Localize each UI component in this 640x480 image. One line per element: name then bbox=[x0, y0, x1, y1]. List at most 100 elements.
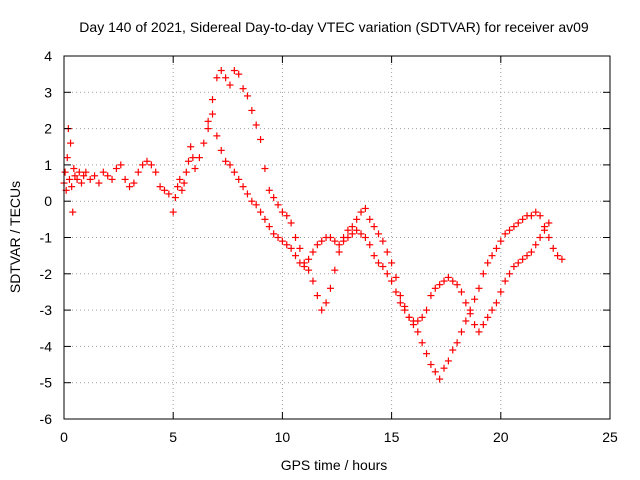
data-point bbox=[248, 106, 256, 114]
data-point bbox=[68, 183, 76, 191]
data-point bbox=[440, 277, 448, 285]
y-tick-label: -2 bbox=[40, 266, 53, 282]
data-point bbox=[117, 161, 125, 169]
data-point bbox=[405, 313, 413, 321]
data-point bbox=[130, 179, 138, 187]
data-point bbox=[423, 350, 431, 358]
data-point bbox=[501, 277, 509, 285]
data-point bbox=[165, 190, 173, 198]
data-series-2 bbox=[204, 110, 553, 336]
data-point bbox=[501, 230, 509, 238]
data-point bbox=[536, 234, 544, 241]
data-point bbox=[296, 244, 304, 252]
tick-labels: 0 5 10 15 20 25 -6 -5 -4 -3 -2 -1 0 1 2 3 4 bbox=[40, 48, 618, 445]
data-point bbox=[484, 259, 492, 267]
data-point bbox=[379, 237, 387, 245]
data-point bbox=[235, 175, 243, 183]
data-point bbox=[423, 306, 431, 314]
data-point bbox=[95, 179, 103, 187]
data-point bbox=[344, 234, 352, 241]
data-point bbox=[388, 259, 396, 267]
data-point bbox=[457, 288, 465, 296]
grid-lines bbox=[64, 56, 610, 419]
data-point bbox=[549, 244, 557, 252]
data-point bbox=[436, 375, 444, 383]
data-point bbox=[462, 317, 470, 325]
data-point bbox=[514, 219, 522, 227]
data-point bbox=[252, 121, 260, 129]
data-point bbox=[283, 212, 291, 220]
data-point bbox=[70, 165, 78, 173]
data-point bbox=[82, 168, 90, 176]
data-point bbox=[213, 132, 221, 140]
data-point bbox=[440, 364, 448, 372]
data-point bbox=[396, 299, 404, 307]
data-point bbox=[226, 161, 234, 169]
data-point bbox=[374, 230, 382, 238]
data-point bbox=[248, 197, 256, 205]
data-point bbox=[86, 175, 94, 183]
data-point bbox=[401, 306, 409, 314]
data-point bbox=[335, 248, 343, 256]
data-point bbox=[449, 346, 457, 354]
data-point bbox=[431, 368, 439, 376]
data-point bbox=[230, 67, 238, 75]
data-point bbox=[139, 161, 147, 169]
data-point bbox=[134, 168, 142, 176]
data-point bbox=[444, 357, 452, 365]
data-point bbox=[396, 292, 404, 300]
data-point bbox=[510, 263, 518, 271]
data-point bbox=[418, 339, 426, 347]
data-point bbox=[506, 226, 514, 234]
data-point bbox=[222, 74, 230, 82]
data-point bbox=[283, 241, 291, 249]
x-tick-label: 5 bbox=[169, 429, 177, 445]
data-point bbox=[217, 146, 225, 154]
data-point bbox=[431, 284, 439, 292]
data-point bbox=[444, 273, 452, 281]
data-point bbox=[510, 223, 518, 231]
data-point bbox=[488, 252, 496, 260]
data-point bbox=[326, 284, 334, 292]
data-point bbox=[174, 183, 182, 191]
data-point bbox=[366, 241, 374, 249]
data-point bbox=[265, 186, 273, 194]
data-point bbox=[243, 190, 251, 198]
data-point bbox=[226, 81, 234, 89]
data-point bbox=[484, 313, 492, 321]
data-point bbox=[388, 277, 396, 285]
data-point bbox=[178, 186, 186, 194]
x-axis-label: GPS time / hours bbox=[281, 457, 388, 473]
data-point bbox=[475, 328, 483, 336]
data-point bbox=[169, 208, 177, 216]
y-tick-label: 0 bbox=[44, 193, 52, 209]
x-tick-label: 10 bbox=[275, 429, 291, 445]
data-point bbox=[331, 266, 339, 274]
data-point bbox=[514, 259, 522, 267]
data-point bbox=[239, 183, 247, 191]
data-point bbox=[427, 361, 435, 369]
data-point bbox=[112, 165, 120, 173]
data-point bbox=[453, 281, 461, 289]
data-point bbox=[209, 110, 217, 118]
data-point bbox=[361, 234, 369, 241]
x-tick-label: 25 bbox=[602, 429, 618, 445]
data-point bbox=[457, 328, 465, 336]
data-point bbox=[309, 248, 317, 256]
data-point bbox=[340, 237, 348, 245]
data-point bbox=[313, 241, 321, 249]
data-point bbox=[479, 321, 487, 329]
data-point bbox=[374, 259, 382, 267]
data-point bbox=[274, 234, 282, 241]
data-point bbox=[156, 183, 164, 191]
y-tick-label: -4 bbox=[40, 338, 53, 354]
data-point bbox=[366, 215, 374, 223]
data-point bbox=[160, 186, 168, 194]
data-point bbox=[265, 223, 273, 231]
data-point bbox=[383, 248, 391, 256]
data-point bbox=[471, 321, 479, 329]
data-point bbox=[121, 175, 129, 183]
data-point bbox=[348, 230, 356, 238]
data-point bbox=[184, 157, 192, 165]
data-point bbox=[270, 194, 278, 202]
